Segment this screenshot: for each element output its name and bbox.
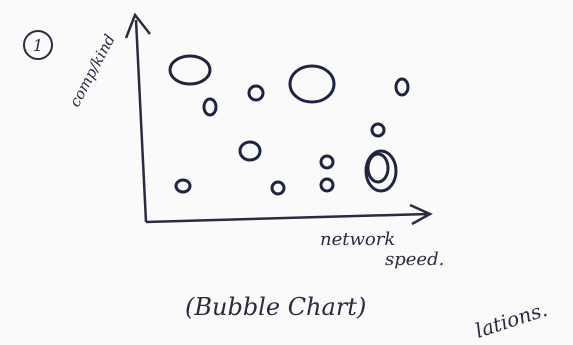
bubbles [168,54,410,196]
caption: (Bubble Chart) [185,293,366,321]
bubble [202,97,218,117]
bubble [394,77,410,97]
number-circle [23,30,53,60]
bubble [238,140,262,162]
bubble [288,64,336,104]
bubble [370,122,386,138]
bubble [247,84,265,102]
bubble [319,154,335,170]
x-axis-label: network [320,229,395,250]
bubble [168,54,212,86]
bubble [270,180,286,196]
bubble [174,178,192,194]
bubble [364,149,398,193]
x-axis-label: speed. [385,249,444,270]
sketch-number: 1 [33,36,43,55]
y-axis [124,12,151,223]
x-axis [145,203,433,226]
bubble [366,152,390,184]
bubble [319,177,335,193]
